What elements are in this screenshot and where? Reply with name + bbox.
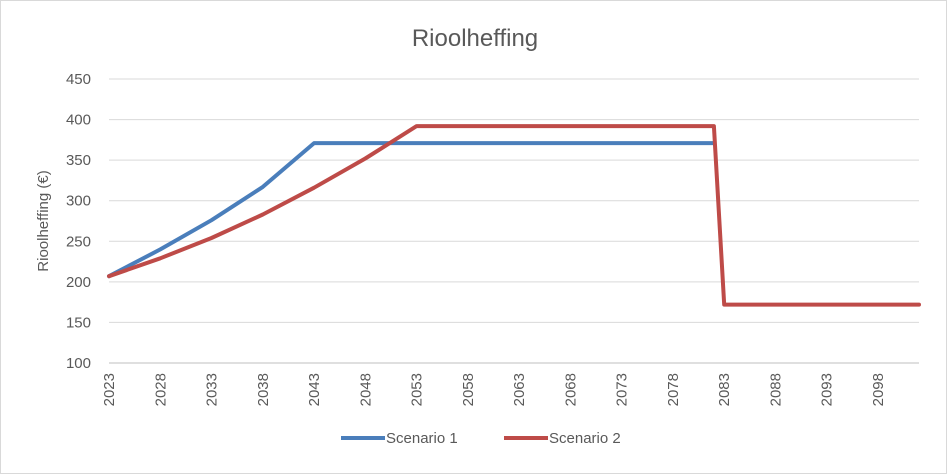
x-tick-label: 2068 <box>562 373 579 406</box>
x-tick-label: 2058 <box>460 373 477 406</box>
x-tick-label: 2098 <box>870 373 887 406</box>
y-axis-label: Rioolheffing (€) <box>35 170 52 271</box>
x-tick-label: 2048 <box>357 373 374 406</box>
y-tick-label: 400 <box>66 112 91 129</box>
x-tick-label: 2033 <box>204 373 221 406</box>
x-tick-label: 2023 <box>101 373 118 406</box>
series-line-2 <box>107 124 921 307</box>
x-tick-label: 2083 <box>716 373 733 406</box>
y-tick-label: 200 <box>66 274 91 291</box>
chart-title: Rioolheffing <box>412 25 538 52</box>
x-tick-label: 2053 <box>409 373 426 406</box>
legend: Scenario 1 Scenario 2 <box>341 430 621 447</box>
x-tick-labels: 2023 2028 2033 2038 2043 2048 2053 2058 2063 2068… <box>101 373 887 406</box>
series-line-1 <box>107 141 716 279</box>
y-tick-labels: 100 150 200 250 300 350 400 450 <box>66 71 91 372</box>
x-tick-label: 2063 <box>511 373 528 406</box>
legend-label: Scenario 2 <box>549 430 621 447</box>
x-tick-label: 2043 <box>306 373 323 406</box>
x-tick-label: 2093 <box>819 373 836 406</box>
y-tick-label: 100 <box>66 355 91 372</box>
x-tick-label: 2078 <box>665 373 682 406</box>
y-tick-label: 300 <box>66 193 91 210</box>
legend-label: Scenario 1 <box>386 430 458 447</box>
x-tick-label: 2038 <box>255 373 272 406</box>
gridlines <box>109 78 919 364</box>
y-tick-label: 250 <box>66 233 91 250</box>
series-lines <box>107 124 921 307</box>
y-tick-label: 350 <box>66 152 91 169</box>
y-tick-label: 450 <box>66 71 91 88</box>
x-tick-label: 2088 <box>767 373 784 406</box>
x-tick-label: 2028 <box>152 373 169 406</box>
x-tick-label: 2073 <box>614 373 631 406</box>
y-tick-label: 150 <box>66 314 91 331</box>
